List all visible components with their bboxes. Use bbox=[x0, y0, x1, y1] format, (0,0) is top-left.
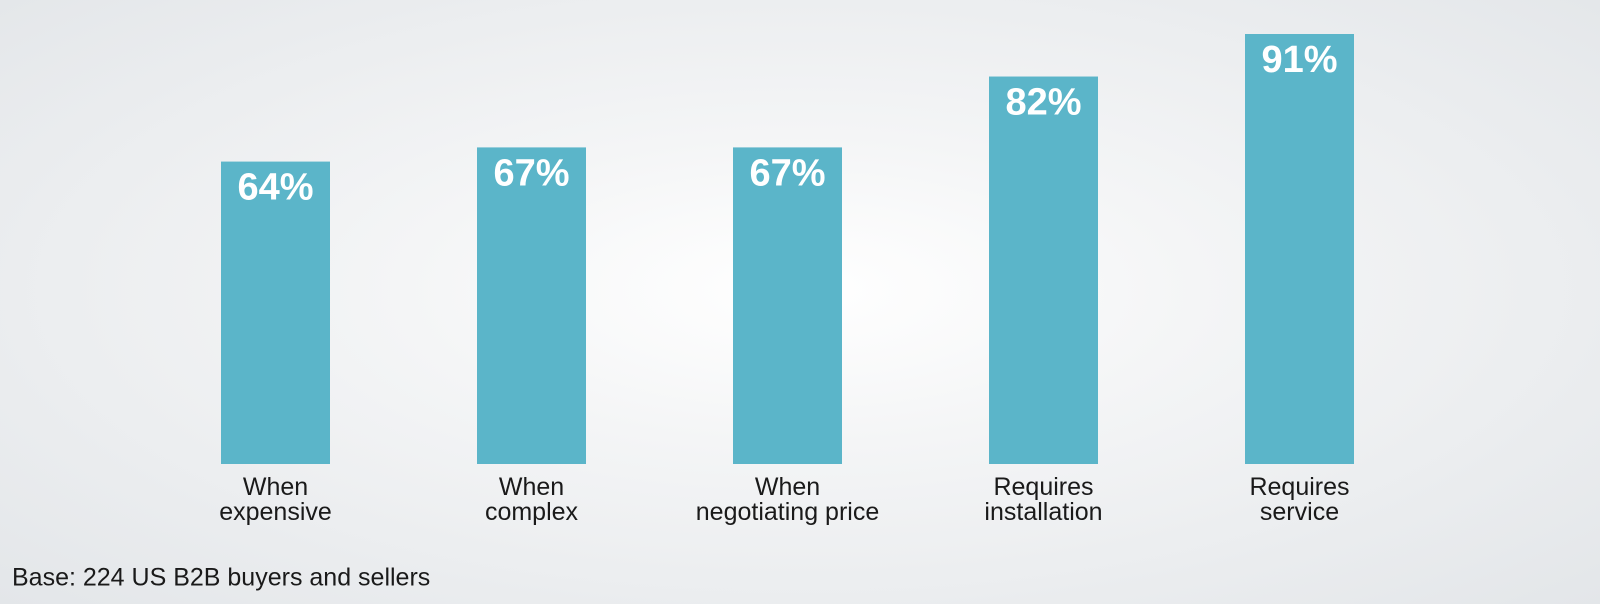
x-tick-label: Requires installation bbox=[984, 473, 1102, 526]
bar bbox=[221, 161, 330, 465]
value-label: 64% bbox=[237, 167, 313, 209]
footnote: Base: 224 US B2B buyers and sellers bbox=[12, 564, 430, 592]
value-label: 67% bbox=[493, 152, 569, 194]
bar bbox=[1245, 34, 1354, 464]
value-label: 91% bbox=[1261, 39, 1337, 81]
bar bbox=[477, 147, 586, 464]
bar bbox=[733, 147, 842, 464]
value-label: 67% bbox=[749, 152, 825, 194]
value-label: 82% bbox=[1005, 82, 1081, 124]
x-tick-label: When expensive bbox=[219, 473, 332, 526]
x-tick-label: When negotiating price bbox=[696, 473, 879, 526]
x-tick-label: Requires service bbox=[1249, 473, 1349, 526]
bar bbox=[989, 76, 1098, 465]
x-tick-label: When complex bbox=[485, 473, 579, 526]
